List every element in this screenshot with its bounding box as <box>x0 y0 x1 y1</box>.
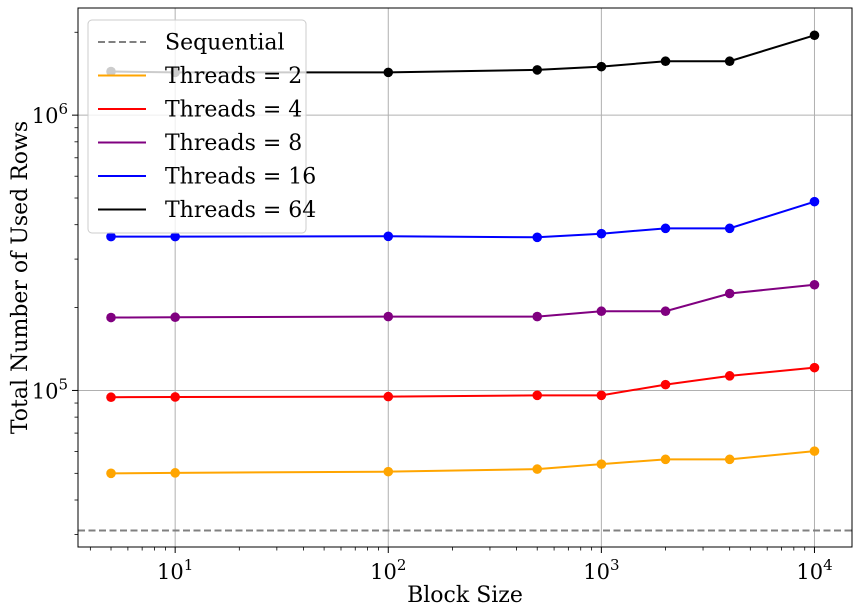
data-point <box>660 454 671 465</box>
data-point <box>724 371 735 381</box>
data-point <box>532 311 543 322</box>
data-point <box>809 196 820 207</box>
data-point <box>596 390 607 401</box>
series-line <box>106 446 820 479</box>
data-point <box>383 311 394 322</box>
data-point <box>809 279 820 290</box>
x-tick-label: 102 <box>370 556 406 584</box>
data-point <box>596 459 607 469</box>
data-point <box>724 288 735 299</box>
y-tick-label: 105 <box>32 375 68 403</box>
data-point <box>724 223 735 234</box>
series-path <box>111 200 815 239</box>
legend-item: Threads = 8 <box>98 131 302 156</box>
legend-label: Threads = 8 <box>165 131 302 156</box>
legend: Sequential Threads = 2 Threads = 4 Threads … <box>87 19 316 234</box>
data-point <box>660 56 671 67</box>
y-axis-title: Total Number of Used Rows <box>8 121 33 434</box>
data-point <box>660 306 671 317</box>
data-point <box>532 65 543 75</box>
data-point <box>660 223 671 234</box>
legend-label: Threads = 64 <box>165 198 316 223</box>
legend-item: Sequential <box>98 31 285 56</box>
legend-label: Threads = 4 <box>165 98 302 123</box>
data-point <box>809 362 820 373</box>
legend-label: Threads = 16 <box>165 165 316 190</box>
data-point <box>724 454 735 465</box>
y-tick-label: 106 <box>32 100 68 128</box>
data-point <box>532 232 543 243</box>
data-point <box>170 231 180 242</box>
data-point <box>809 446 820 456</box>
data-point <box>660 379 671 390</box>
x-axis-title: Block Size <box>407 583 523 608</box>
data-point <box>170 468 180 478</box>
data-point <box>383 466 394 477</box>
series-line <box>106 362 820 403</box>
series-line <box>106 279 820 323</box>
legend-label: Sequential <box>165 31 285 56</box>
data-point <box>106 312 116 323</box>
x-tick-label: 103 <box>583 556 619 584</box>
legend-item: Threads = 64 <box>98 198 316 223</box>
data-point <box>106 392 116 403</box>
data-point <box>383 67 394 78</box>
legend-item: Threads = 4 <box>98 98 302 123</box>
x-tick-label: 101 <box>157 556 193 584</box>
series-path <box>111 450 815 475</box>
series-line <box>106 196 820 243</box>
data-point <box>106 468 116 479</box>
legend-box <box>87 19 307 234</box>
data-point <box>809 30 820 41</box>
data-point <box>383 391 394 402</box>
data-point <box>170 312 180 323</box>
data-point <box>532 390 543 401</box>
legend-label: Threads = 2 <box>165 64 302 89</box>
series-path <box>111 283 815 319</box>
data-point <box>383 231 394 242</box>
data-point <box>170 392 180 402</box>
legend-item: Threads = 16 <box>98 165 316 190</box>
series-path <box>111 366 815 399</box>
data-point <box>106 231 116 242</box>
x-tick-label: 104 <box>796 556 832 584</box>
data-point <box>724 56 735 67</box>
data-point <box>532 464 543 474</box>
legend-item: Threads = 2 <box>98 64 302 89</box>
data-point <box>596 61 607 72</box>
data-point <box>596 306 607 317</box>
plot-area-frame <box>77 7 853 548</box>
data-point <box>596 228 607 239</box>
axis-ticks: 101 102 103 104 105 106 <box>32 31 833 584</box>
